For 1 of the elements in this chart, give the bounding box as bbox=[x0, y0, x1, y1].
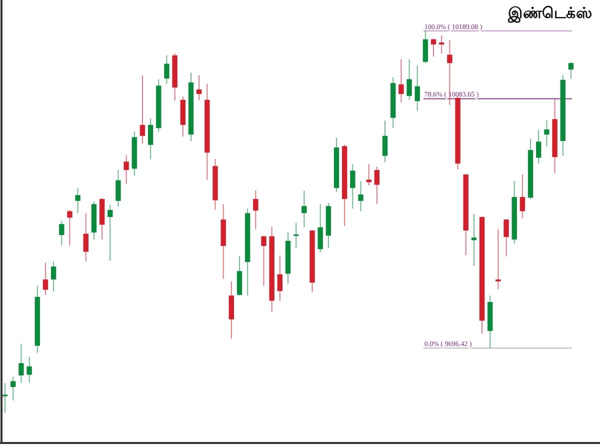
chart-title: இண்டெக்ஸ் bbox=[507, 4, 592, 23]
